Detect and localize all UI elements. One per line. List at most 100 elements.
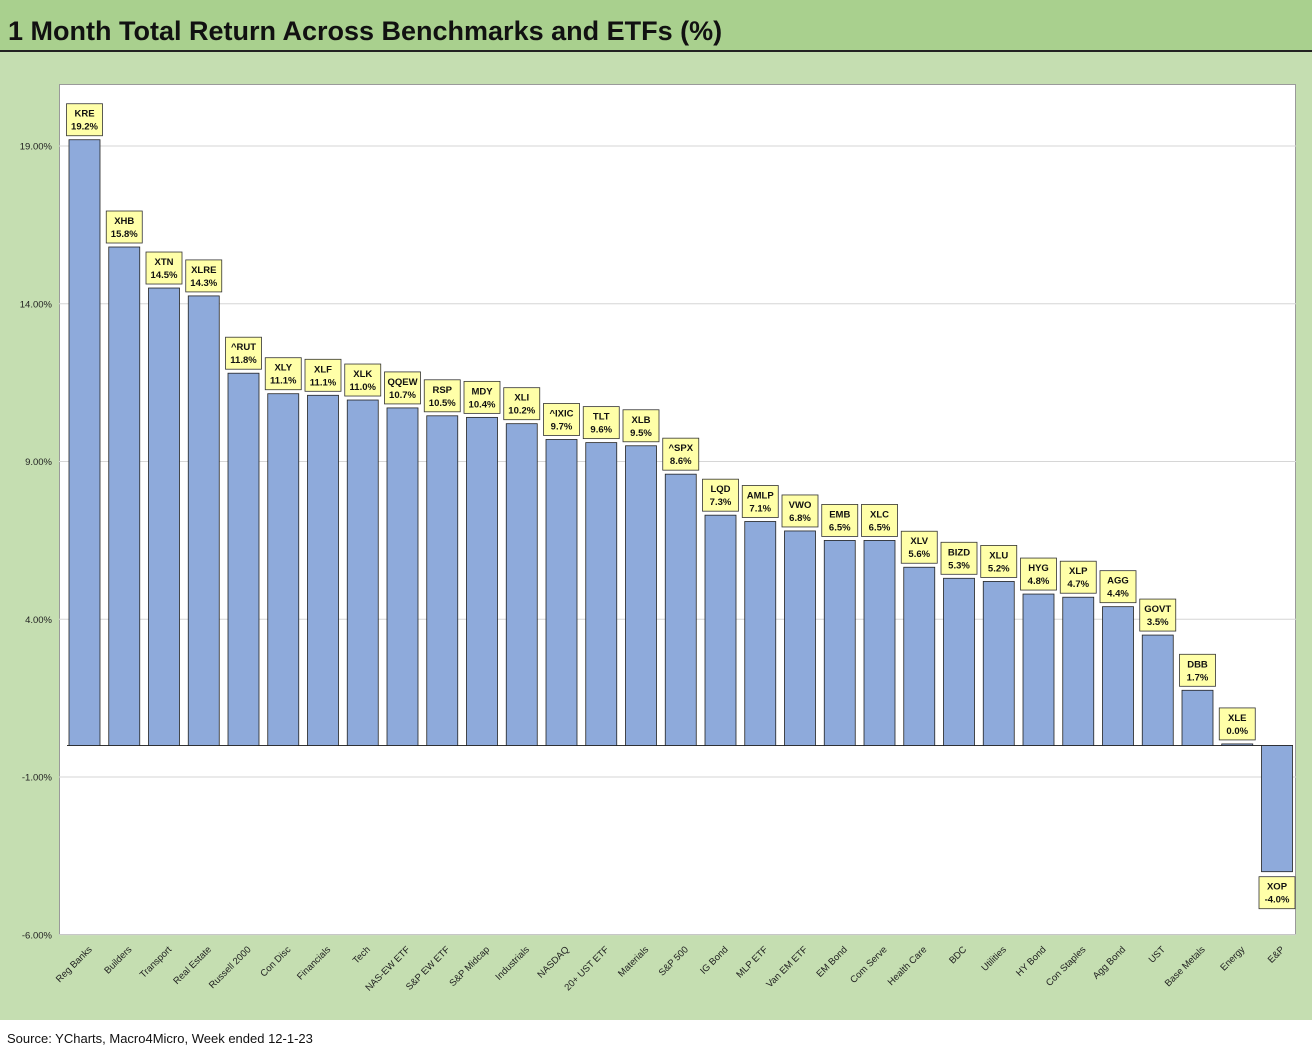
bar bbox=[1022, 593, 1055, 746]
data-label-value: 0.0% bbox=[1226, 726, 1248, 737]
data-label-box bbox=[1139, 598, 1177, 632]
bar bbox=[585, 442, 618, 746]
x-tick-label: Transport bbox=[138, 944, 175, 981]
bar bbox=[943, 577, 975, 746]
data-label-ticker: DBB bbox=[1187, 659, 1208, 670]
data-label-box bbox=[1099, 570, 1137, 604]
data-label-box bbox=[821, 504, 859, 537]
data-label-box bbox=[1179, 653, 1216, 687]
data-label-ticker: XHB bbox=[114, 216, 134, 227]
data-label-box bbox=[503, 387, 541, 421]
bar bbox=[1141, 634, 1174, 746]
data-label-box bbox=[225, 336, 262, 370]
data-label-box bbox=[622, 409, 660, 443]
bar bbox=[664, 473, 697, 746]
data-label-value: 8.6% bbox=[670, 456, 692, 467]
data-label-ticker: XOP bbox=[1267, 882, 1288, 893]
x-tick-label: Com Serve bbox=[848, 944, 889, 985]
y-tick-label: -6.00% bbox=[22, 930, 53, 941]
data-label-value: 4.4% bbox=[1107, 589, 1129, 600]
data-label-box bbox=[543, 403, 580, 436]
data-label-ticker: XLRE bbox=[191, 265, 216, 276]
y-tick-label: 14.00% bbox=[20, 299, 53, 310]
data-label-ticker: QQEW bbox=[387, 377, 417, 388]
source-note: Source: YCharts, Macro4Micro, Week ended… bbox=[7, 1031, 313, 1046]
data-label-ticker: XLV bbox=[910, 536, 928, 547]
data-label-ticker: XLE bbox=[1228, 713, 1246, 724]
x-tick-label: Utilities bbox=[979, 944, 1009, 974]
x-tick-label: Tech bbox=[351, 944, 373, 966]
data-label-ticker: TLT bbox=[593, 412, 610, 423]
data-label-box bbox=[861, 504, 898, 537]
data-label-ticker: KRE bbox=[74, 109, 94, 120]
data-label-box bbox=[662, 437, 700, 471]
y-tick-label: 19.00% bbox=[20, 142, 53, 153]
data-label-value: 6.5% bbox=[869, 522, 891, 533]
bar bbox=[704, 514, 737, 746]
bar bbox=[68, 139, 101, 746]
data-label-value: 10.4% bbox=[469, 399, 496, 410]
data-label-value: 11.1% bbox=[270, 376, 297, 387]
data-label-box bbox=[980, 545, 1018, 578]
bar bbox=[863, 540, 896, 746]
x-tick-label: Materials bbox=[616, 944, 651, 979]
x-tick-label: S&P 500 bbox=[657, 944, 691, 978]
data-label-value: 10.7% bbox=[389, 390, 416, 401]
data-label-box bbox=[1020, 557, 1057, 591]
bar bbox=[267, 393, 300, 746]
x-tick-label: Con Staples bbox=[1044, 944, 1089, 989]
bar bbox=[108, 246, 141, 746]
y-tick-label: 4.00% bbox=[25, 615, 52, 626]
data-label-ticker: ^IXIC bbox=[549, 408, 573, 419]
x-tick-label: NASDAQ bbox=[535, 944, 571, 980]
data-label-box bbox=[781, 494, 819, 528]
bar bbox=[187, 295, 220, 746]
data-label-value: 5.3% bbox=[948, 560, 970, 571]
x-tick-label: MLP ETF bbox=[734, 944, 770, 980]
data-label-ticker: XLP bbox=[1069, 566, 1088, 577]
bar bbox=[307, 394, 339, 746]
data-label-ticker: VWO bbox=[789, 500, 812, 511]
x-tick-label: Agg Bond bbox=[1091, 944, 1128, 981]
data-label-ticker: ^RUT bbox=[231, 342, 256, 353]
data-label-box bbox=[145, 251, 183, 285]
footer: Source: YCharts, Macro4Micro, Week ended… bbox=[0, 1020, 1312, 1054]
bar bbox=[625, 445, 657, 746]
x-tick-label: Reg Banks bbox=[54, 944, 95, 985]
data-label-ticker: MDY bbox=[471, 386, 493, 397]
x-tick-label: Industrials bbox=[493, 944, 532, 983]
data-label-value: 6.8% bbox=[789, 513, 811, 524]
data-label-ticker: HYG bbox=[1028, 563, 1049, 574]
data-label-ticker: RSP bbox=[432, 385, 452, 396]
data-label-value: 9.5% bbox=[630, 428, 652, 439]
data-label-ticker: XLU bbox=[989, 550, 1008, 561]
data-label-value: 7.3% bbox=[710, 497, 732, 508]
data-label-box bbox=[344, 363, 382, 397]
x-tick-label: Health Care bbox=[886, 944, 930, 988]
y-tick-label: -1.00% bbox=[22, 773, 53, 784]
data-label-value: 11.8% bbox=[230, 355, 257, 366]
data-label-value: 9.6% bbox=[590, 425, 612, 436]
data-label-box bbox=[900, 530, 938, 564]
x-tick-label: Russell 2000 bbox=[207, 944, 254, 991]
data-label-box bbox=[702, 478, 739, 512]
data-label-value: 11.0% bbox=[350, 382, 377, 393]
data-label-box bbox=[1218, 707, 1256, 741]
data-label-box bbox=[741, 485, 779, 518]
bar bbox=[1181, 689, 1214, 746]
x-tick-label: Base Metals bbox=[1163, 944, 1208, 989]
data-label-box bbox=[105, 210, 143, 244]
data-label-ticker: XLF bbox=[314, 364, 332, 375]
data-label-value: 5.2% bbox=[988, 563, 1010, 574]
data-label-box bbox=[1059, 560, 1097, 594]
data-label-box bbox=[463, 380, 501, 414]
data-label-ticker: XLI bbox=[514, 393, 529, 404]
x-tick-label: Con Disc bbox=[258, 944, 293, 979]
title-bar: 1 Month Total Return Across Benchmarks a… bbox=[0, 0, 1312, 52]
data-label-value: 5.6% bbox=[908, 549, 930, 560]
bar bbox=[346, 399, 379, 746]
data-label-value: 6.5% bbox=[829, 522, 851, 533]
bar bbox=[903, 566, 936, 746]
data-label-ticker: XLY bbox=[274, 363, 292, 374]
